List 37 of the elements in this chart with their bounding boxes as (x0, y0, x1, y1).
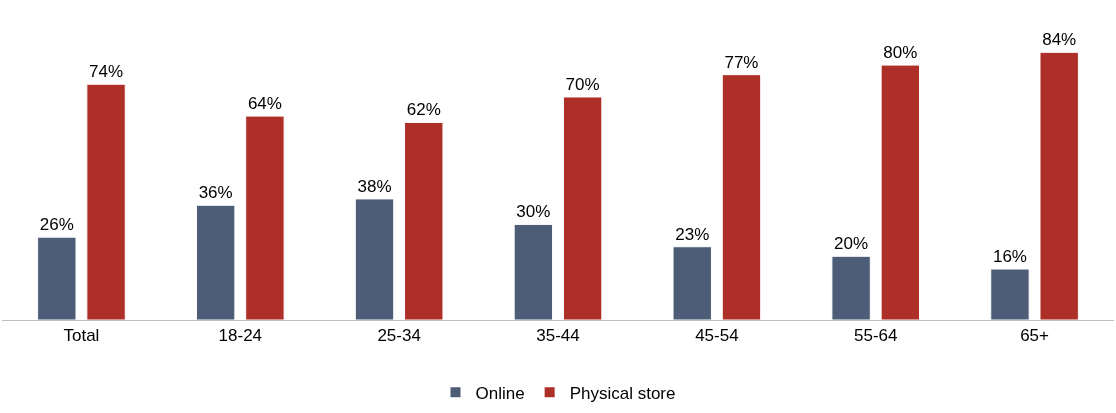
data-label: 84% (1042, 30, 1077, 50)
x-tick-label: 65+ (1020, 326, 1050, 346)
bar (404, 121, 444, 320)
x-tick-label: 18-24 (218, 326, 263, 346)
data-label: 38% (357, 176, 392, 196)
x-tick-label: 35-44 (536, 326, 580, 346)
data-label: 80% (883, 43, 918, 63)
data-label: 74% (89, 62, 124, 82)
legend-label: Physical store (569, 383, 676, 403)
bar (880, 64, 921, 320)
data-label: 64% (247, 94, 282, 114)
bar (513, 223, 554, 320)
bar (562, 96, 603, 320)
data-label: 70% (565, 74, 600, 94)
data-label: 20% (834, 234, 869, 254)
data-label: 36% (198, 183, 233, 203)
data-label: 77% (724, 52, 759, 72)
x-tick-label: 55-64 (853, 326, 898, 346)
bar (195, 204, 236, 320)
bar (37, 236, 77, 320)
bar (831, 255, 871, 320)
bar (990, 268, 1030, 320)
data-label: 30% (516, 202, 551, 222)
bar (721, 74, 762, 320)
bar (245, 115, 285, 320)
x-tick-label: Total (63, 326, 100, 346)
legend-label: Online (475, 383, 525, 403)
bar (86, 83, 126, 320)
bar (354, 198, 395, 320)
bar (672, 246, 712, 320)
data-label: 23% (675, 224, 710, 244)
data-label: 16% (992, 247, 1027, 267)
bar (1039, 51, 1079, 320)
data-label: 26% (39, 215, 74, 235)
x-tick-label: 45-54 (695, 326, 739, 346)
data-label: 62% (406, 100, 441, 120)
x-tick-label: 25-34 (377, 326, 421, 346)
